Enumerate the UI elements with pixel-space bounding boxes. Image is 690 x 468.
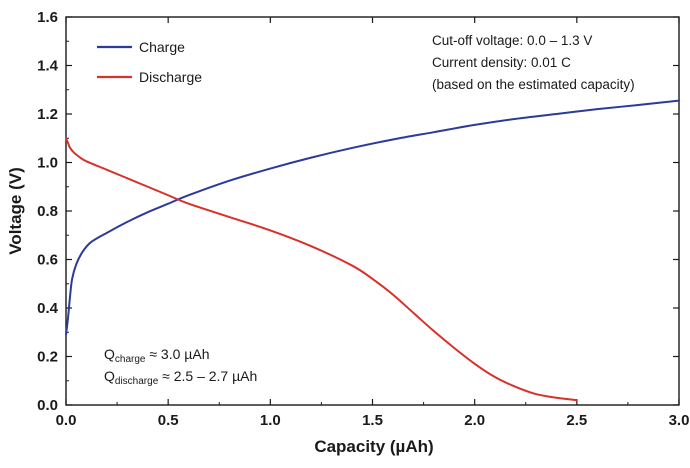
y-tick-label: 0.4	[37, 300, 59, 317]
series-line-charge	[65, 99, 680, 336]
y-tick-label: 0.6	[37, 252, 58, 269]
note-cutoff-voltage: Cut-off voltage: 0.0 – 1.3 V	[432, 33, 592, 48]
x-tick-label: 3.0	[669, 412, 690, 429]
q-charge-value: ≈ 3.0 µAh	[145, 346, 209, 362]
q-discharge-value: ≈ 2.5 – 2.7 µAh	[158, 368, 257, 384]
y-tick-label: 0.8	[37, 203, 58, 220]
x-tick-label: 2.5	[566, 412, 587, 429]
x-tick-label: 1.5	[362, 412, 383, 429]
y-tick-label: 0.2	[37, 349, 58, 366]
legend-label-charge: Charge	[139, 39, 185, 55]
y-tick-label: 0.0	[37, 397, 58, 414]
y-axis-title: Voltage (V)	[6, 167, 25, 255]
capacity-annotations: Qcharge ≈ 3.0 µAh Qdischarge ≈ 2.5 – 2.7…	[104, 346, 257, 387]
q-charge-annotation: Qcharge ≈ 3.0 µAh	[104, 346, 209, 365]
series-layer	[65, 99, 680, 402]
axes-layer: 0.0 0.5 1.0 1.5 2.0 2.5 3.0 0.0 0.2 0.4 0.6 0.8 1.0 1…	[37, 9, 689, 429]
note-capacity-basis: (based on the estimated capacity)	[432, 77, 635, 92]
x-axis-title: Capacity (µAh)	[314, 437, 433, 456]
y-tick-label: 1.0	[37, 155, 58, 172]
q-discharge-symbol: Q	[104, 368, 115, 384]
legend-label-discharge: Discharge	[139, 69, 202, 85]
test-conditions-note: Cut-off voltage: 0.0 – 1.3 V Current den…	[432, 33, 635, 92]
x-tick-label: 1.0	[260, 412, 281, 429]
x-tick-label: 2.0	[464, 412, 485, 429]
y-tick-label: 1.6	[37, 9, 58, 26]
note-current-density: Current density: 0.01 C	[432, 55, 571, 70]
series-line-discharge	[65, 137, 578, 402]
y-tick-label: 1.2	[37, 106, 58, 123]
x-tick-label: 0.0	[56, 412, 77, 429]
legend: Charge Discharge	[97, 39, 202, 85]
q-discharge-annotation: Qdischarge ≈ 2.5 – 2.7 µAh	[104, 368, 257, 387]
y-tick-label: 1.4	[37, 58, 59, 75]
q-charge-symbol: Q	[104, 346, 115, 362]
x-tick-label: 0.5	[158, 412, 179, 429]
q-discharge-subscript: discharge	[115, 376, 159, 387]
q-charge-subscript: charge	[115, 354, 146, 365]
